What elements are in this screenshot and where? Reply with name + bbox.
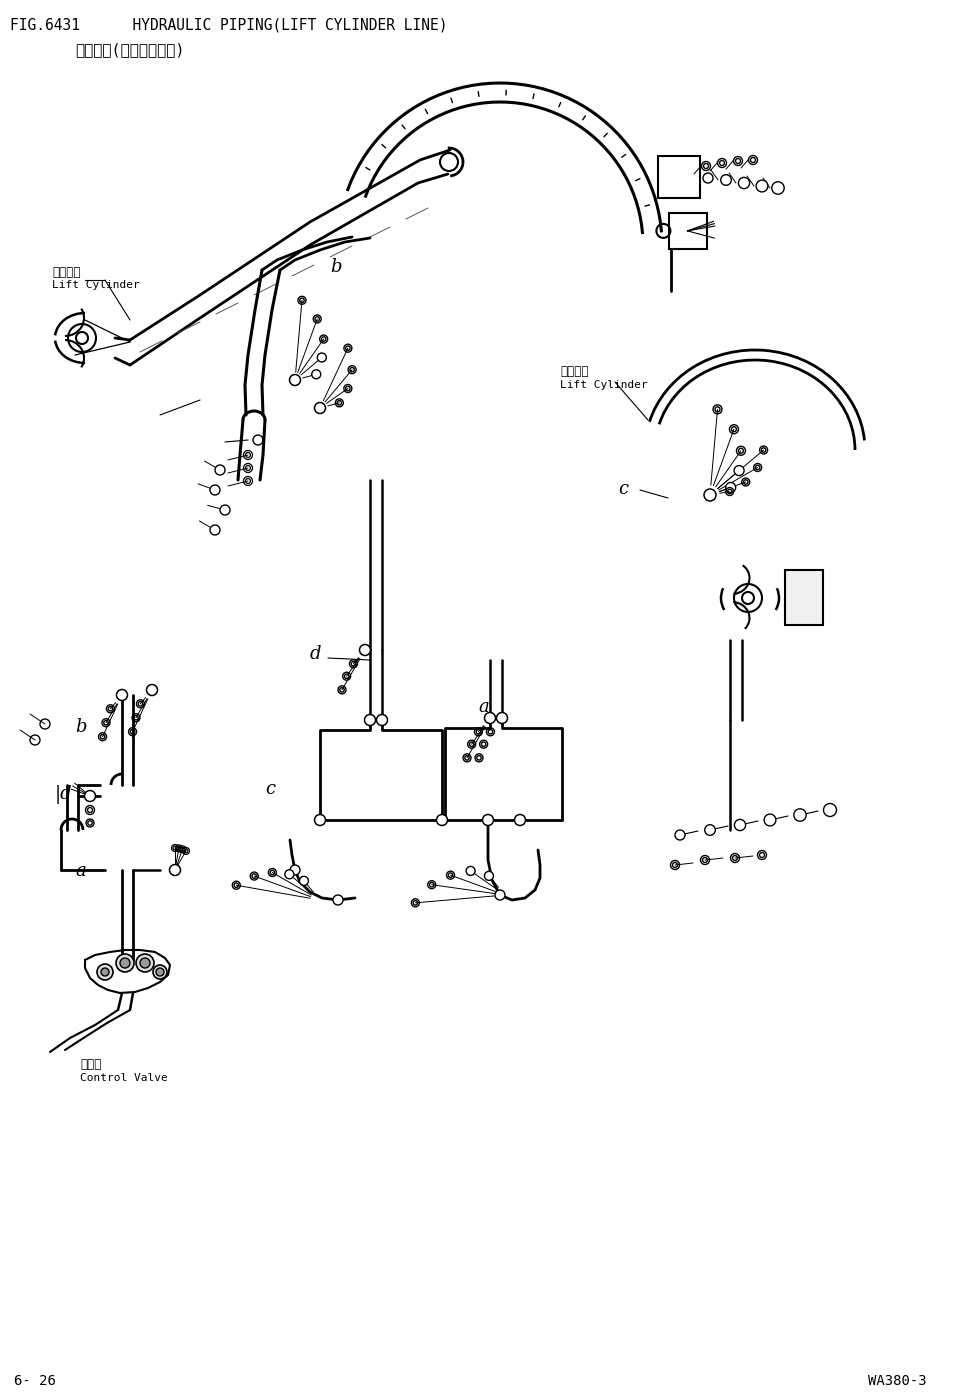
Text: a: a: [75, 862, 86, 881]
Text: 举升油缸: 举升油缸: [52, 266, 81, 279]
Text: Control Valve: Control Valve: [80, 1072, 167, 1084]
Bar: [669, 213, 707, 249]
Circle shape: [85, 791, 95, 801]
Circle shape: [215, 465, 225, 475]
Circle shape: [794, 809, 807, 822]
Circle shape: [120, 958, 130, 967]
Circle shape: [735, 819, 745, 830]
Circle shape: [140, 958, 150, 967]
Text: 控制阀: 控制阀: [80, 1058, 101, 1071]
Circle shape: [756, 181, 768, 192]
Circle shape: [314, 403, 326, 413]
Text: Lift Cylinder: Lift Cylinder: [560, 379, 648, 391]
Text: b: b: [75, 718, 87, 736]
Circle shape: [290, 865, 300, 875]
Circle shape: [314, 815, 326, 826]
Circle shape: [147, 685, 158, 696]
Circle shape: [675, 830, 685, 840]
Text: c: c: [265, 780, 275, 798]
Bar: [658, 155, 700, 197]
Circle shape: [495, 890, 505, 900]
Text: |d: |d: [55, 785, 73, 804]
Text: Lift Cylinder: Lift Cylinder: [52, 280, 140, 290]
Circle shape: [515, 815, 525, 826]
Circle shape: [359, 644, 371, 655]
Circle shape: [117, 690, 127, 700]
Circle shape: [311, 370, 321, 379]
Bar: [785, 570, 823, 624]
Circle shape: [220, 505, 230, 515]
Circle shape: [466, 867, 475, 875]
Circle shape: [734, 466, 744, 476]
Circle shape: [704, 489, 716, 501]
Circle shape: [437, 815, 448, 826]
Circle shape: [377, 714, 387, 725]
Circle shape: [210, 484, 220, 496]
Circle shape: [169, 864, 181, 875]
Text: WA380-3: WA380-3: [868, 1373, 926, 1387]
Circle shape: [721, 175, 732, 185]
Text: a: a: [478, 699, 488, 715]
Text: c: c: [618, 480, 629, 498]
Circle shape: [300, 876, 308, 885]
Circle shape: [823, 804, 837, 816]
Circle shape: [704, 825, 715, 836]
Circle shape: [485, 871, 493, 881]
Circle shape: [156, 967, 164, 976]
Circle shape: [739, 178, 749, 189]
Circle shape: [210, 525, 220, 535]
Circle shape: [116, 953, 134, 972]
Circle shape: [290, 374, 301, 385]
Circle shape: [317, 353, 326, 363]
Circle shape: [285, 869, 294, 879]
Circle shape: [772, 182, 784, 195]
Text: 液压配管(举升油缸配管): 液压配管(举升油缸配管): [75, 42, 185, 57]
Circle shape: [726, 483, 736, 493]
Circle shape: [764, 815, 775, 826]
Circle shape: [101, 967, 109, 976]
Circle shape: [496, 713, 508, 724]
Text: 举升油缸: 举升油缸: [560, 365, 589, 378]
Circle shape: [153, 965, 167, 979]
Text: b: b: [330, 258, 342, 276]
Circle shape: [483, 815, 493, 826]
Text: 6- 26: 6- 26: [14, 1373, 55, 1387]
Circle shape: [333, 895, 343, 904]
Circle shape: [485, 713, 495, 724]
Circle shape: [97, 965, 113, 980]
Text: FIG.6431      HYDRAULIC PIPING(LIFT CYLINDER LINE): FIG.6431 HYDRAULIC PIPING(LIFT CYLINDER …: [10, 18, 448, 34]
Circle shape: [365, 714, 376, 725]
Circle shape: [136, 953, 154, 972]
Circle shape: [703, 174, 713, 183]
Text: d: d: [310, 645, 321, 664]
